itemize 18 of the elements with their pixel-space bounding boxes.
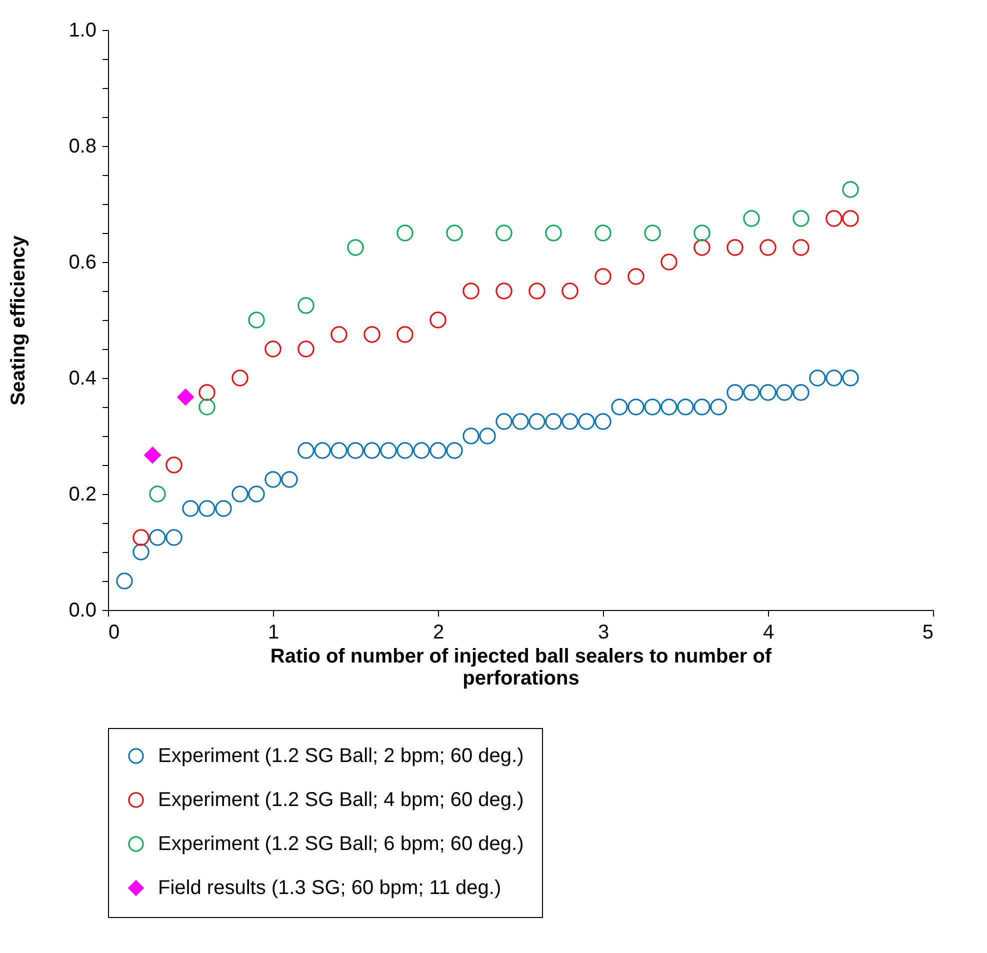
legend-label: Experiment (1.2 SG Ball; 4 bpm; 60 deg.)	[158, 789, 524, 811]
legend-label: Experiment (1.2 SG Ball; 6 bpm; 60 deg.)	[158, 833, 524, 855]
y-tick-label: 0.2	[68, 484, 96, 506]
x-tick-label: 4	[762, 622, 774, 644]
x-tick-label: 2	[432, 622, 444, 644]
y-axis-title: Seating efficiency	[8, 234, 30, 406]
y-tick-label: 0.0	[68, 600, 96, 622]
x-tick-label: 3	[598, 622, 610, 644]
x-tick-label: 0	[108, 622, 120, 644]
y-tick-label: 0.6	[68, 252, 96, 274]
legend-label: Experiment (1.2 SG Ball; 2 bpm; 60 deg.)	[158, 745, 524, 767]
legend-label: Field results (1.3 SG; 60 bpm; 11 deg.)	[158, 877, 502, 899]
y-tick-label: 1.0	[68, 20, 96, 42]
x-axis-title: Ratio of number of injected ball sealers to number of perforations	[270, 646, 772, 690]
x-tick-label: 1	[268, 622, 280, 644]
x-tick-label: 5	[922, 622, 934, 644]
y-tick-label: 0.8	[68, 136, 96, 158]
y-tick-label: 0.4	[68, 368, 96, 390]
